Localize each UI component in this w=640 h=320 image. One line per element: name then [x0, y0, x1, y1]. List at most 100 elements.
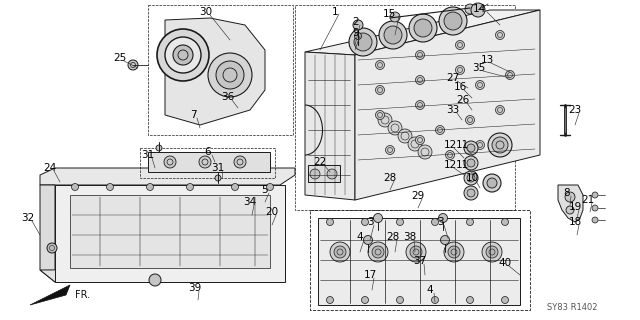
Circle shape [334, 246, 346, 258]
Circle shape [128, 60, 138, 70]
Text: 20: 20 [266, 207, 278, 217]
Circle shape [326, 297, 333, 303]
Polygon shape [40, 168, 295, 185]
Circle shape [476, 140, 484, 149]
Text: 11: 11 [456, 140, 468, 150]
Circle shape [431, 219, 438, 226]
Circle shape [456, 66, 465, 75]
Circle shape [415, 76, 424, 84]
Circle shape [483, 174, 501, 192]
Text: 27: 27 [446, 73, 460, 83]
Text: 23: 23 [568, 105, 582, 115]
Circle shape [448, 246, 460, 258]
Circle shape [157, 29, 209, 81]
Circle shape [476, 81, 484, 90]
Text: 5: 5 [262, 185, 268, 195]
Bar [310, 210, 530, 310]
Polygon shape [30, 285, 70, 305]
Polygon shape [305, 10, 540, 55]
Circle shape [266, 183, 273, 190]
Circle shape [435, 125, 445, 134]
Circle shape [216, 61, 244, 89]
Text: FR.: FR. [75, 290, 90, 300]
Circle shape [362, 297, 369, 303]
Circle shape [376, 110, 385, 119]
Circle shape [464, 171, 478, 185]
Circle shape [502, 297, 509, 303]
Polygon shape [355, 10, 540, 200]
Circle shape [465, 116, 474, 124]
Circle shape [215, 175, 221, 181]
Circle shape [467, 189, 475, 197]
Text: 29: 29 [412, 191, 424, 201]
Text: SY83 R1402: SY83 R1402 [547, 303, 597, 313]
Circle shape [467, 174, 475, 182]
Circle shape [398, 129, 412, 143]
Circle shape [414, 19, 432, 37]
Circle shape [456, 41, 465, 50]
Text: 36: 36 [221, 92, 235, 102]
Text: 8: 8 [564, 188, 570, 198]
Text: 19: 19 [568, 202, 582, 212]
Circle shape [467, 219, 474, 226]
Text: 10: 10 [465, 173, 479, 183]
Circle shape [378, 113, 392, 127]
Text: 11: 11 [456, 160, 468, 170]
Circle shape [410, 246, 422, 258]
Text: 9: 9 [353, 28, 359, 38]
Circle shape [409, 14, 437, 42]
Circle shape [445, 150, 454, 159]
Circle shape [173, 45, 193, 65]
Circle shape [408, 137, 422, 151]
Text: 16: 16 [453, 82, 467, 92]
Polygon shape [40, 268, 285, 282]
Circle shape [444, 242, 464, 262]
Circle shape [234, 156, 246, 168]
Text: 18: 18 [568, 217, 582, 227]
Text: 22: 22 [314, 157, 326, 167]
Text: 33: 33 [446, 105, 460, 115]
Circle shape [438, 213, 447, 222]
Polygon shape [305, 52, 355, 200]
Circle shape [330, 242, 350, 262]
Polygon shape [40, 185, 55, 282]
Circle shape [444, 12, 462, 30]
Text: 32: 32 [21, 213, 35, 223]
Circle shape [384, 26, 402, 44]
Text: 30: 30 [200, 7, 212, 17]
Polygon shape [70, 195, 270, 268]
Text: 4: 4 [427, 285, 433, 295]
Circle shape [492, 137, 508, 153]
Circle shape [565, 192, 575, 202]
Circle shape [488, 133, 512, 157]
Circle shape [415, 51, 424, 60]
Text: 17: 17 [364, 270, 376, 280]
Circle shape [495, 106, 504, 115]
Circle shape [208, 53, 252, 97]
Circle shape [418, 145, 432, 159]
Circle shape [47, 243, 57, 253]
Text: 3: 3 [367, 217, 373, 227]
Circle shape [431, 297, 438, 303]
Circle shape [464, 156, 478, 170]
Circle shape [397, 219, 403, 226]
Circle shape [486, 246, 498, 258]
Text: 28: 28 [387, 232, 399, 242]
Text: 38: 38 [403, 232, 417, 242]
Circle shape [186, 183, 193, 190]
Circle shape [592, 217, 598, 223]
Text: 2: 2 [353, 17, 359, 27]
Circle shape [440, 236, 449, 244]
Circle shape [464, 141, 478, 155]
Circle shape [310, 169, 320, 179]
Circle shape [327, 169, 337, 179]
Bar [295, 5, 515, 210]
Circle shape [362, 219, 369, 226]
Circle shape [482, 242, 502, 262]
Text: 15: 15 [382, 9, 396, 19]
Polygon shape [318, 218, 520, 305]
Text: 6: 6 [205, 147, 211, 157]
Circle shape [232, 183, 239, 190]
Circle shape [439, 7, 467, 35]
Text: 28: 28 [383, 173, 397, 183]
